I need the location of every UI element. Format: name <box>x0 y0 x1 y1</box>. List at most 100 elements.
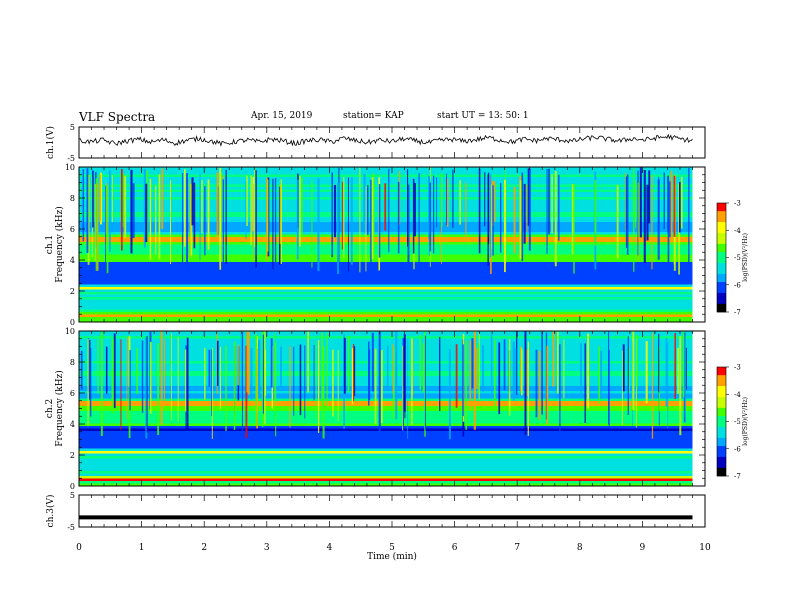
ch2-band <box>79 413 693 417</box>
ch1-colorbar-step <box>717 224 726 228</box>
ch1-streak <box>255 170 257 268</box>
ch2-band <box>79 376 693 379</box>
s1-ytick-label: 6 <box>70 225 75 234</box>
ch1-band <box>79 262 693 265</box>
ch2-colorbar-step <box>717 440 726 444</box>
ch1-streak <box>407 184 410 263</box>
ch1-colorbar-step <box>717 246 726 250</box>
ch2-band <box>79 398 693 402</box>
ch2-band <box>79 381 693 384</box>
ch1-streak <box>371 177 374 260</box>
ch1-streak <box>680 176 683 229</box>
ch2-streak <box>293 346 295 416</box>
ch1-streak <box>523 183 526 244</box>
ch2-streak <box>521 347 523 396</box>
ch1-streak <box>366 184 369 235</box>
ch2-band <box>79 343 693 347</box>
ch2-streak <box>351 348 354 405</box>
ch2-band <box>79 396 693 399</box>
ch1-band <box>79 272 693 275</box>
ch1-band <box>79 292 693 295</box>
x-tick-label: 7 <box>514 543 520 553</box>
ch1-streak <box>594 180 597 246</box>
ch1-streak <box>478 168 481 254</box>
ch1-streak <box>446 173 448 226</box>
ch2-band <box>79 463 693 467</box>
ch1-colorbar-step <box>717 298 726 302</box>
ch1-colorbar-step <box>717 276 726 280</box>
ch2-streak <box>354 346 356 397</box>
ch2-band <box>79 386 693 389</box>
ch1-band <box>79 312 693 315</box>
ch1-streak <box>333 184 337 238</box>
ch2-streak <box>559 344 561 432</box>
ch2-band <box>79 453 693 457</box>
ch1-streak <box>245 181 247 240</box>
ch2-streak <box>321 332 324 406</box>
ch2-colorbar-step <box>717 416 726 420</box>
ch2-streak <box>469 340 472 410</box>
ch1-streak <box>491 184 493 250</box>
ch1-colorbar-tick-label: -6 <box>734 281 741 289</box>
ch1-streak <box>106 186 109 274</box>
date-label: Apr. 15, 2019 <box>251 111 313 121</box>
ch2-colorbar-step <box>717 432 726 436</box>
ch2-streak <box>185 349 187 412</box>
ch1-streak <box>191 177 194 226</box>
ch1-streak <box>667 182 670 270</box>
s2-channel-label: ch.2 <box>45 399 55 418</box>
ch2-colorbar-step <box>717 396 726 400</box>
ch2-streak <box>250 348 253 400</box>
ch1-streak <box>492 185 494 256</box>
s2-ylabel: Frequency (kHz) <box>54 370 65 447</box>
ch2-band <box>79 438 693 442</box>
ch1-colorbar-step <box>717 252 726 256</box>
ch1-streak <box>499 183 502 253</box>
ch1-band <box>79 264 693 268</box>
ch1-streak <box>573 183 575 274</box>
ch2-streak <box>471 338 474 389</box>
ch1-streak <box>272 178 274 270</box>
ch1-colorbar-step <box>717 230 726 234</box>
w1-ytick-label: -5 <box>67 154 75 163</box>
ch2-band <box>79 331 693 334</box>
ch1-band <box>79 314 693 318</box>
ch2-band <box>79 446 693 449</box>
ch1-streak <box>220 172 222 239</box>
ch2-streak <box>177 336 179 422</box>
ch1-streak <box>646 184 649 241</box>
ch1-streak <box>181 172 184 270</box>
ch2-streak <box>326 333 328 408</box>
ch2-band <box>79 363 693 367</box>
ch1-streak <box>513 186 516 254</box>
ch1-colorbar-step <box>717 254 726 258</box>
x-tick-label: 8 <box>577 543 583 553</box>
ch1-streak <box>105 182 107 234</box>
ch2-colorbar-step <box>717 470 726 474</box>
ch1-streak <box>465 182 467 242</box>
ch2-streak <box>100 331 103 436</box>
ch1-streak <box>158 174 161 260</box>
ch1-colorbar-step <box>717 238 726 242</box>
ch2-streak <box>627 336 629 416</box>
chart-title: VLF Spectra <box>79 110 156 124</box>
ch1-streak <box>246 175 248 227</box>
ch2-colorbar-step <box>717 443 726 447</box>
ch2-streak <box>524 331 527 435</box>
ch2-streak <box>245 345 248 439</box>
ch2-streak <box>645 341 648 404</box>
ch2-streak <box>247 331 250 395</box>
ch1-streak <box>616 184 619 259</box>
ch2-colorbar-step <box>717 456 726 460</box>
ch2-streak <box>498 342 501 415</box>
ch2-streak <box>171 333 172 421</box>
ch1-streak <box>459 180 462 225</box>
ch1-streak <box>363 174 366 233</box>
ch2-band <box>79 333 693 337</box>
ch1-streak <box>388 168 390 253</box>
ch1-streak <box>97 183 99 271</box>
ch2-streak <box>264 331 266 425</box>
ch1-streak <box>669 181 671 238</box>
ch2-streak <box>386 345 389 390</box>
ch1-colorbar-tick-label: -3 <box>734 200 741 208</box>
